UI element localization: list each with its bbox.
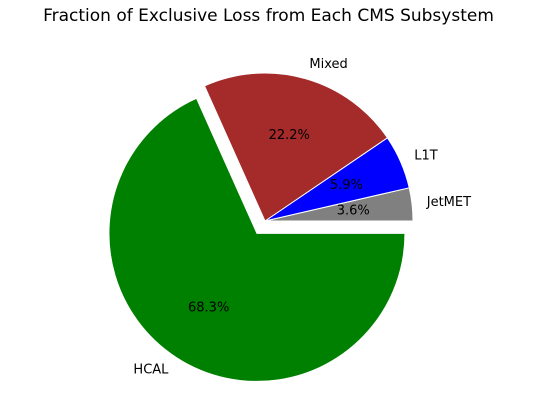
pct-label-hcal: 68.3%: [188, 300, 229, 315]
pct-label-jetmet: 3.6%: [337, 203, 370, 218]
slice-label-jetmet: JetMET: [426, 195, 471, 210]
slice-label-l1t: L1T: [414, 148, 438, 163]
slice-label-hcal: HCAL: [133, 363, 169, 378]
pie-slice-mixed: [203, 72, 389, 222]
slice-label-mixed: Mixed: [309, 57, 347, 72]
chart-title: Fraction of Exclusive Loss from Each CMS…: [43, 6, 494, 26]
pie-slice-hcal: [108, 97, 406, 382]
pct-label-mixed: 22.2%: [269, 128, 310, 143]
pct-label-l1t: 5.9%: [330, 178, 363, 193]
